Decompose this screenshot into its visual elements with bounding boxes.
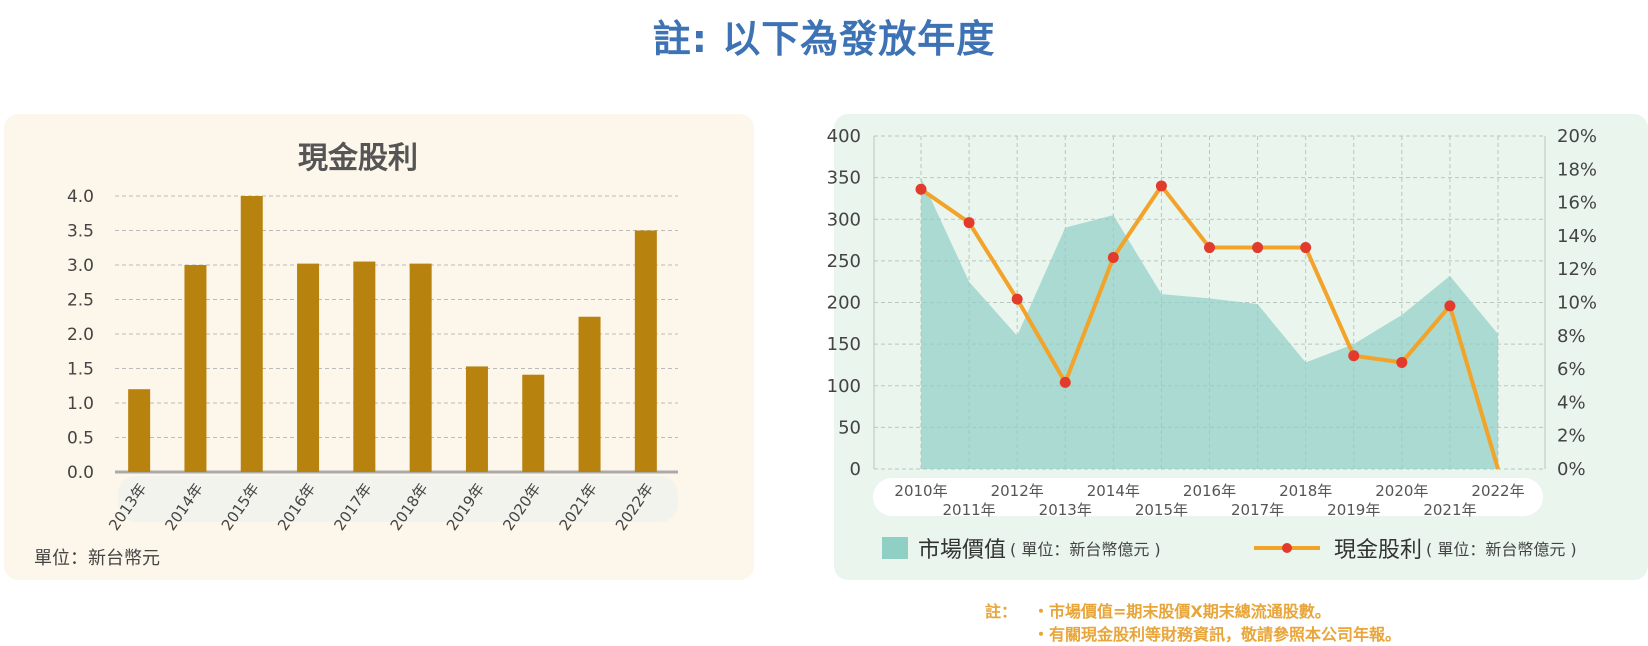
bar [353, 261, 376, 472]
y-left-tick-label: 300 [827, 209, 861, 230]
legend-area-swatch [882, 537, 908, 559]
bar [128, 389, 151, 472]
bar [240, 196, 263, 472]
y-tick-label: 3.5 [67, 222, 94, 242]
footnote-line-1: ・市場價值=期末股價X期末總流通股數。 [1033, 602, 1331, 621]
y-right-tick-label: 16% [1557, 193, 1597, 214]
unit-label: 單位：新台幣元 [34, 548, 160, 569]
x-tick-label: 2022年 [1471, 482, 1524, 500]
y-right-tick-label: 4% [1557, 392, 1586, 413]
cash-dividend-point [1396, 356, 1408, 368]
legend-cash-dividend: 現金股利 ( 單位：新台幣億元 ) [1252, 532, 1577, 564]
cash-dividend-point [1155, 180, 1167, 192]
legend-market-value: 市場價值 ( 單位：新台幣億元 ) [882, 532, 1161, 564]
y-left-tick-label: 400 [827, 126, 861, 147]
x-tick-label: 2012年 [991, 482, 1044, 500]
y-left-tick-label: 250 [827, 251, 861, 272]
y-tick-label: 0.0 [67, 463, 94, 483]
bar [409, 263, 432, 472]
footnote-line-2: ・有關現金股利等財務資訊，敬請參照本公司年報。 [1033, 625, 1402, 644]
bar [578, 316, 601, 472]
footnote-lead: 註： [985, 602, 1018, 621]
cash-dividend-point [1204, 242, 1215, 254]
x-tick-label: 2017年 [1231, 501, 1284, 519]
x-tick-label: 2020年 [1375, 482, 1428, 500]
bar [522, 374, 545, 472]
y-left-tick-label: 350 [827, 168, 861, 189]
y-right-tick-label: 0% [1557, 459, 1586, 480]
x-axis-band [118, 476, 678, 522]
y-right-tick-label: 18% [1557, 159, 1597, 180]
y-left-tick-label: 200 [827, 293, 861, 314]
x-tick-label: 2016年 [1183, 482, 1236, 500]
legend-area-unit: ( 單位：新台幣億元 ) [1010, 540, 1161, 559]
bar [465, 366, 488, 472]
x-tick-label: 2013年 [1039, 501, 1092, 519]
y-tick-label: 2.0 [67, 325, 94, 345]
cash-dividend-point [1011, 293, 1023, 305]
x-tick-label: 2010年 [894, 482, 947, 500]
legend-line-name: 現金股利 [1334, 538, 1423, 563]
y-tick-label: 0.5 [67, 429, 94, 449]
y-right-tick-label: 2% [1557, 426, 1586, 447]
y-right-tick-label: 20% [1557, 126, 1597, 147]
y-right-tick-label: 10% [1557, 293, 1597, 314]
y-tick-label: 1.5 [67, 360, 94, 380]
y-left-tick-label: 0 [850, 459, 861, 480]
y-right-tick-label: 14% [1557, 226, 1597, 247]
y-tick-label: 3.0 [67, 256, 94, 276]
page-title: 註: 以下為發放年度 [652, 17, 996, 61]
cash-dividend-point [1348, 350, 1360, 362]
x-tick-label: 2011年 [942, 501, 995, 519]
x-tick-label: 2021年 [1423, 501, 1476, 519]
market-value-area [921, 177, 1498, 469]
y-right-tick-label: 12% [1557, 259, 1597, 280]
x-tick-label: 2019年 [1327, 501, 1380, 519]
cash-dividend-point [1300, 242, 1312, 254]
y-right-tick-label: 8% [1557, 326, 1586, 347]
y-left-tick-label: 100 [827, 376, 861, 397]
bar [184, 265, 207, 472]
y-left-tick-label: 50 [838, 417, 861, 438]
cash-dividend-point [1107, 252, 1119, 264]
legend-line-swatch [1254, 543, 1320, 553]
y-right-tick-label: 6% [1557, 359, 1586, 380]
footnote: 註： ・市場價值=期末股價X期末總流通股數。 ・有關現金股利等財務資訊，敬請參照本… [985, 600, 1401, 646]
legend-area-name: 市場價值 [918, 538, 1007, 563]
chart-title: 現金股利 [298, 141, 418, 176]
x-tick-label: 2015年 [1135, 501, 1188, 519]
x-axis-band [873, 478, 1543, 516]
x-tick-label: 2018年 [1279, 482, 1332, 500]
y-tick-label: 2.5 [67, 291, 94, 311]
cash-dividend-point [963, 217, 975, 229]
y-left-tick-label: 150 [827, 334, 861, 355]
cash-dividend-point [1059, 376, 1071, 388]
bar [297, 263, 320, 472]
cash-dividend-point [915, 183, 927, 195]
cash-dividend-point [1252, 242, 1264, 254]
cash-dividend-point [1444, 300, 1456, 312]
y-tick-label: 1.0 [67, 394, 94, 414]
bar [634, 230, 657, 472]
legend-line-unit: ( 單位：新台幣億元 ) [1426, 540, 1577, 559]
x-tick-label: 2014年 [1087, 482, 1140, 500]
y-tick-label: 4.0 [67, 187, 94, 207]
